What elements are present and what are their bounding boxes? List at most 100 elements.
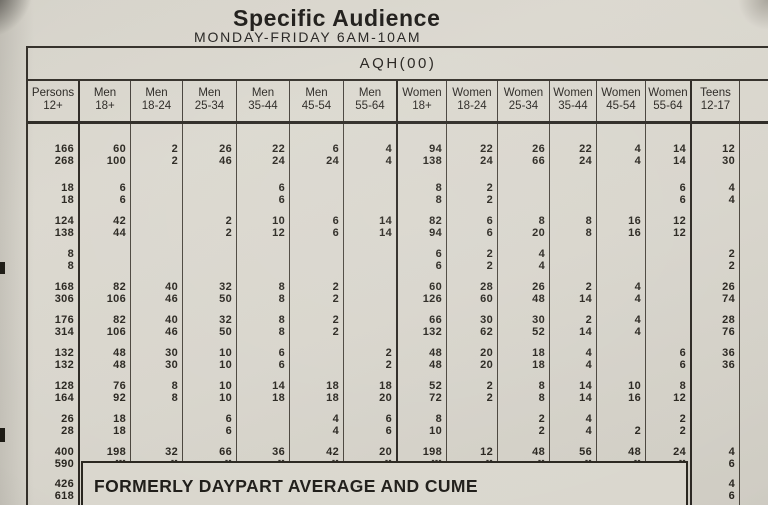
table-row: 166 268 60 100 2 2 26 46 22 24 6 24 4 4 94 138 22 24 26 66 2… (28, 124, 768, 167)
cell (344, 262, 398, 295)
cell (597, 328, 646, 361)
cell: 22 24 (447, 124, 498, 167)
column-header: Women 45-54 (597, 81, 646, 121)
cell: 48 48 (80, 328, 131, 371)
cell: 14 14 (550, 361, 597, 404)
cell: 12 12 (646, 196, 692, 239)
cell: 28 76 (692, 295, 740, 338)
column-header: Men 45-54 (290, 81, 344, 121)
column-header: Women 25-34 (498, 81, 550, 121)
column-header: Men 55-64 (344, 81, 398, 121)
column-header: Men 18-24 (131, 81, 183, 121)
cell: 124 138 (28, 196, 80, 239)
column-header: Teens 12-17 (692, 81, 740, 121)
cell (131, 163, 183, 196)
cell: 82 106 (80, 262, 131, 305)
table-row: 168 306 82 106 40 46 32 50 8 8 2 2 60 126 28 60 26 48 2 14… (28, 262, 768, 305)
table-row: 128 164 76 92 8 8 10 10 14 18 18 18 18 20 52 72 2 2 8 8 14 14… (28, 361, 768, 404)
cell (344, 229, 398, 262)
column-header: Men 18+ (80, 81, 131, 121)
table-row: 400 590 198 --- 32 -- 66 -- 36 -- 42 -- 20 -- 198 --- 12… (28, 427, 768, 470)
cell (597, 229, 646, 262)
cell (646, 262, 692, 295)
cell: 32 -- (131, 427, 183, 465)
cell: 16 16 (597, 196, 646, 239)
cell: 22 24 (550, 124, 597, 167)
cell (597, 163, 646, 196)
cell: 2 14 (550, 295, 597, 338)
cell: 36 36 (692, 328, 740, 371)
column-header: Women 18+ (398, 81, 447, 121)
cell (237, 394, 290, 427)
column-header: Men 25-34 (183, 81, 237, 121)
cell: 8 10 (398, 394, 447, 437)
cell (740, 229, 768, 262)
cell (692, 361, 740, 394)
cell (131, 394, 183, 427)
cell (740, 124, 768, 163)
cell: 36 -- (237, 427, 290, 465)
page-title: Specific Audience (233, 5, 441, 31)
cell: 2 14 (550, 262, 597, 305)
cell (740, 328, 768, 361)
cell: 20 20 (447, 328, 498, 371)
cell (692, 394, 740, 427)
cell (344, 295, 398, 328)
cell: 10 16 (597, 361, 646, 404)
cell (740, 295, 768, 328)
cell: 6 24 (290, 124, 344, 167)
cell: 40 46 (131, 295, 183, 338)
cell (740, 163, 768, 196)
cell (290, 328, 344, 361)
cell: 26 28 (28, 394, 80, 437)
cell (290, 229, 344, 262)
cell: 32 50 (183, 295, 237, 338)
cell: 48 -- (498, 427, 550, 465)
cell: 66 -- (183, 427, 237, 465)
cell: 52 72 (398, 361, 447, 404)
cell (290, 163, 344, 196)
cell: 26 74 (692, 262, 740, 305)
cell: 26 48 (498, 262, 550, 305)
cell (550, 229, 597, 262)
cell: 168 306 (28, 262, 80, 305)
column-header: Women 18-24 (447, 81, 498, 121)
cell: 8 12 (646, 361, 692, 404)
cell: 30 62 (447, 295, 498, 338)
cell (740, 196, 768, 229)
cell (183, 229, 237, 262)
cell (692, 196, 740, 229)
audience-table: AQH(00) Persons 12+ Men 18+ Men 18-24 Men 25-34… (26, 46, 768, 505)
cell: 40 46 (131, 262, 183, 305)
cell: 60 100 (80, 124, 131, 167)
cell: 18 18 (80, 394, 131, 437)
cell (646, 229, 692, 262)
formerly-daypart-banner: FORMERLY DAYPART AVERAGE AND CUME (81, 461, 688, 505)
